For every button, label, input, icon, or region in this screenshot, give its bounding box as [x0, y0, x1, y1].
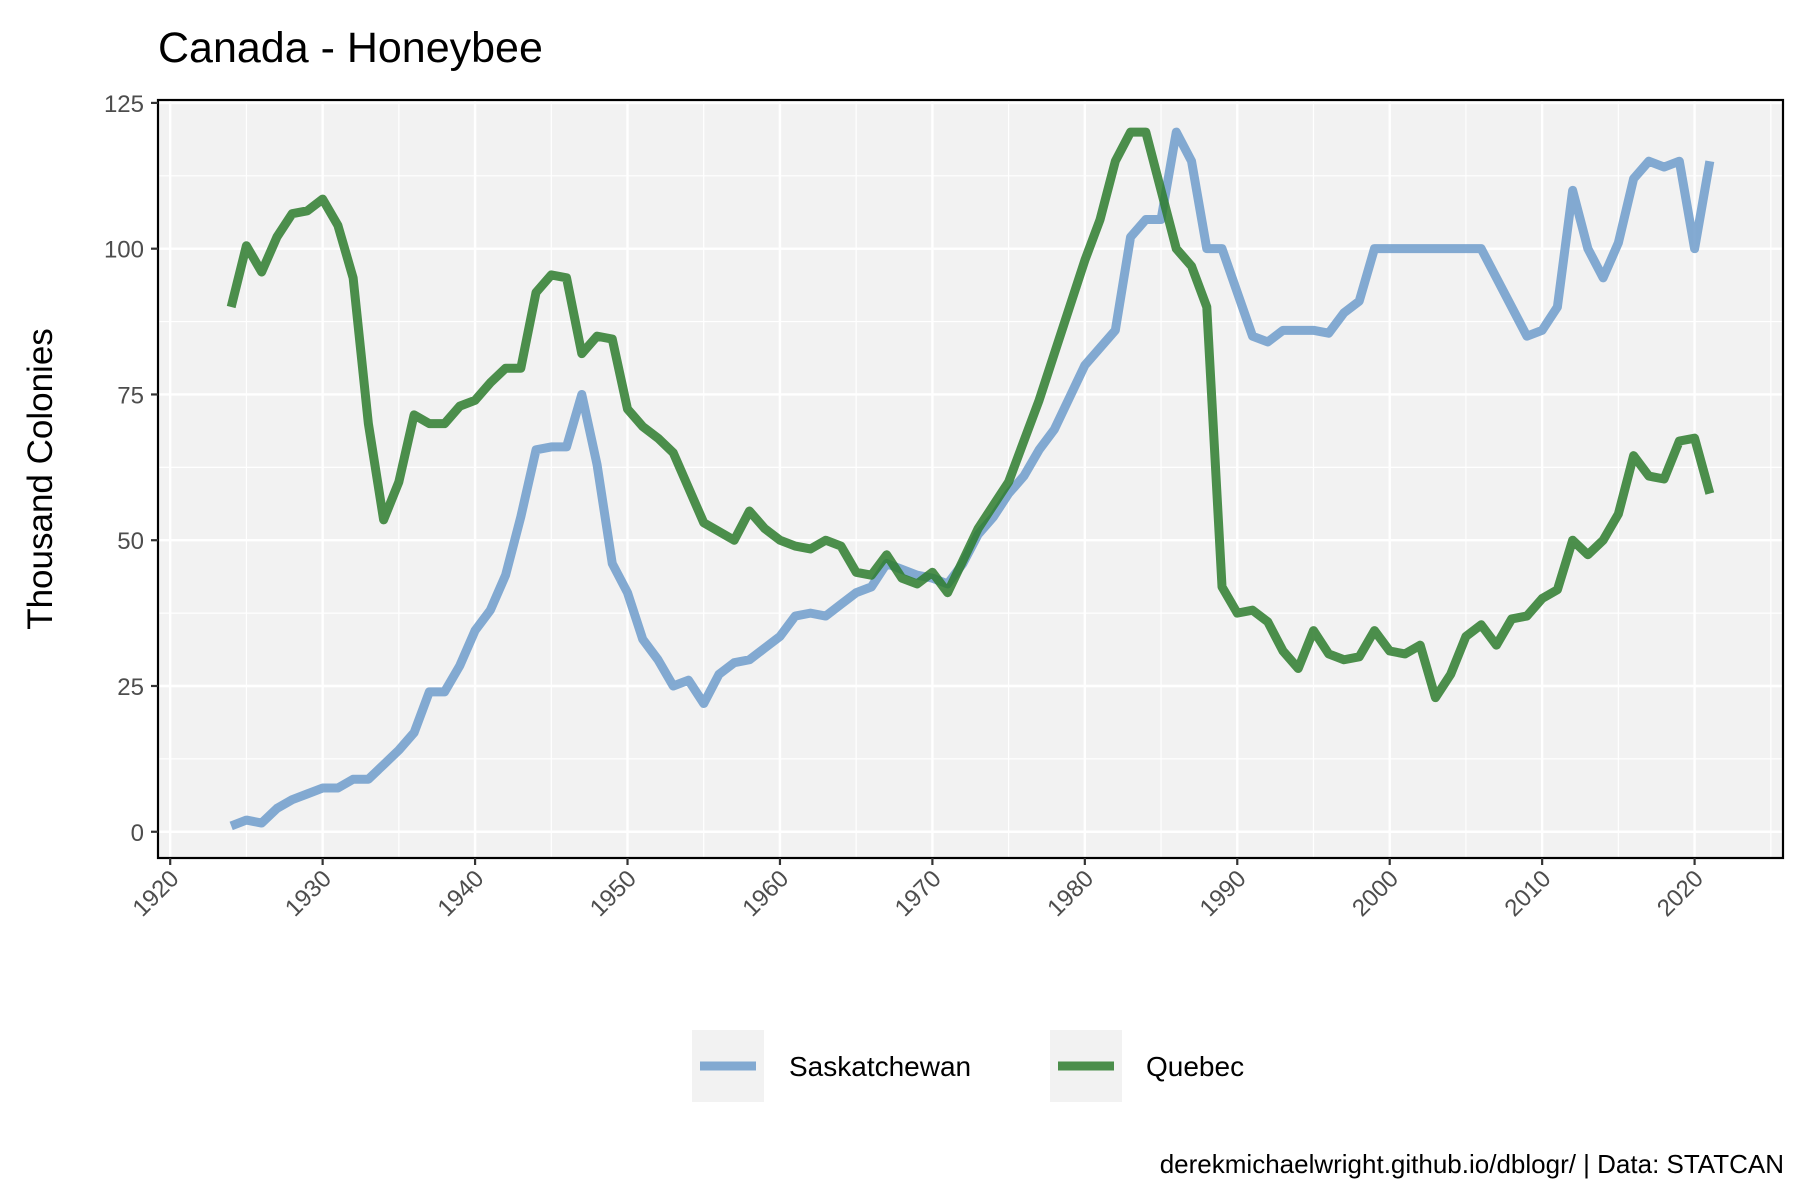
series-line-quebec [226, 127, 1715, 703]
y-tick-label: 50 [117, 528, 144, 555]
y-axis-label: Thousand Colonies [21, 328, 60, 630]
series-lines [226, 127, 1715, 831]
legend-label-quebec: Quebec [1146, 1051, 1244, 1082]
x-tick-label: 2010 [1500, 865, 1557, 922]
y-tick-label: 0 [131, 820, 144, 847]
y-tick-label: 25 [117, 674, 144, 701]
x-tick-label: 1920 [128, 865, 185, 922]
x-tick-label: 1950 [585, 865, 642, 922]
minor-gridlines [158, 100, 1783, 858]
x-tick-label: 1940 [432, 865, 489, 922]
y-tick-label: 125 [104, 91, 144, 118]
legend-label-saskatchewan: Saskatchewan [789, 1051, 971, 1082]
x-tick-label: 2000 [1347, 865, 1404, 922]
y-tick-label: 75 [117, 382, 144, 409]
x-tick-label: 1990 [1195, 865, 1252, 922]
x-tick-label: 2020 [1652, 865, 1709, 922]
x-tick-label: 1980 [1042, 865, 1099, 922]
x-tick-label: 1930 [280, 865, 337, 922]
chart-title: Canada - Honeybee [158, 24, 543, 72]
plot-panel [158, 100, 1783, 858]
x-tick-label: 1970 [890, 865, 947, 922]
x-tick-label: 1960 [737, 865, 794, 922]
y-axis: 0 25 50 75 100 125 [104, 91, 158, 847]
chart-caption: derekmichaelwright.github.io/dblogr/ | D… [1160, 1149, 1784, 1179]
plot-panel-border [156, 98, 1785, 860]
x-axis: 1920 1930 1940 1950 1960 1970 1980 1990 2000 2010… [128, 858, 1709, 922]
legend: Saskatchewan Quebec [692, 1030, 1244, 1102]
y-tick-label: 100 [104, 237, 144, 264]
